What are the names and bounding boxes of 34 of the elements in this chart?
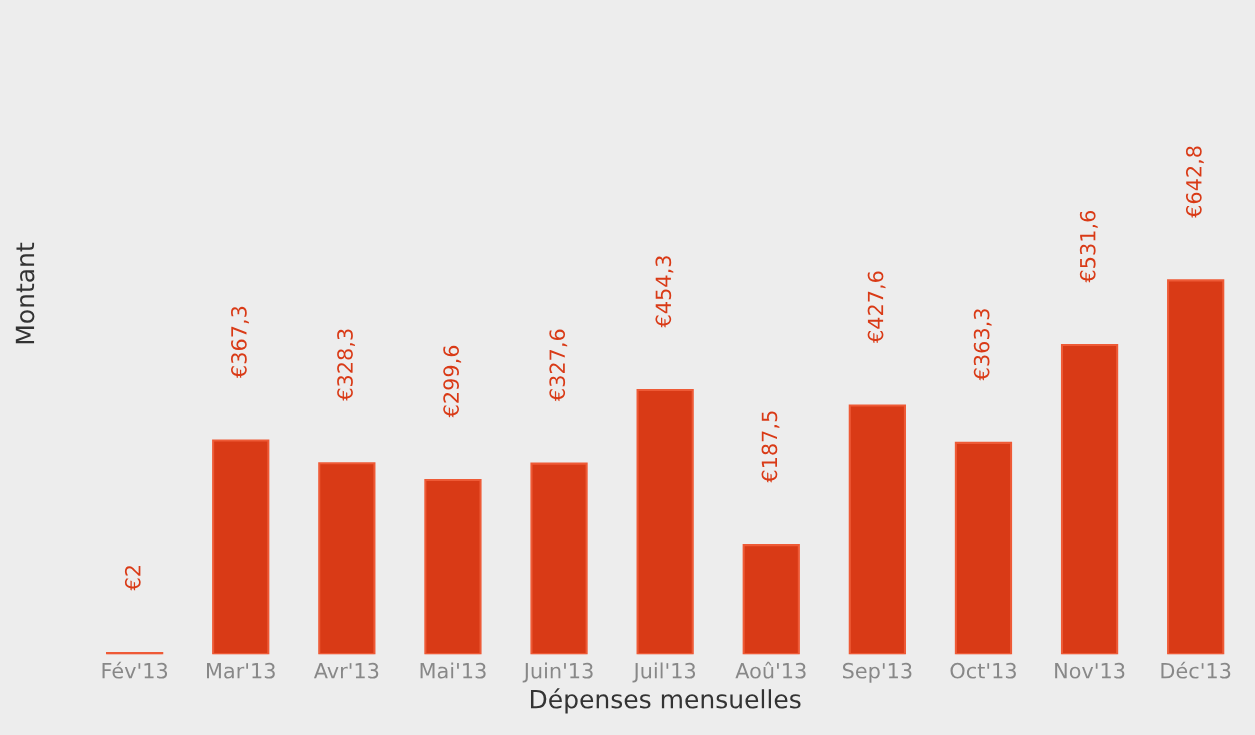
data-label: €299,6 — [443, 345, 462, 418]
data-label: €367,3 — [231, 306, 249, 379]
bar — [636, 388, 694, 655]
data-label: €531,6 — [1079, 210, 1098, 283]
bar — [1167, 279, 1225, 655]
x-tick-label: Oct'13 — [950, 662, 1016, 679]
bar — [530, 462, 588, 655]
x-tick-label: Mai'13 — [420, 662, 486, 679]
bar — [742, 544, 800, 655]
bar — [212, 439, 270, 655]
x-tick-label: Nov'13 — [1055, 662, 1125, 679]
x-tick-label: Avr'13 — [313, 662, 379, 679]
x-tick-label: Mar'13 — [207, 662, 275, 679]
bar — [318, 462, 376, 655]
x-tick-label: Sep'13 — [842, 662, 912, 683]
bar — [1060, 343, 1119, 655]
data-label: €642,8 — [1185, 146, 1204, 218]
bar — [848, 404, 906, 655]
y-axis-title: Montant — [15, 242, 35, 344]
bar — [954, 441, 1013, 655]
x-tick-label: Fév'13 — [102, 661, 168, 679]
data-label: €328,3 — [337, 329, 356, 401]
data-label: €2 — [124, 566, 141, 591]
data-label: €363,3 — [973, 309, 992, 381]
x-axis-title: Dépenses mensuelles — [530, 688, 801, 714]
data-label: €454,3 — [655, 256, 674, 328]
x-tick-label: Aoû'13 — [735, 661, 806, 679]
x-tick-label: Juil'13 — [632, 662, 696, 683]
data-label: €427,6 — [867, 271, 886, 343]
data-label: €327,6 — [549, 329, 568, 402]
x-tick-label: Juin'13 — [522, 662, 593, 683]
x-tick-label: Déc'13 — [1161, 661, 1231, 679]
data-label: €187,5 — [761, 411, 780, 483]
bar — [424, 478, 482, 655]
